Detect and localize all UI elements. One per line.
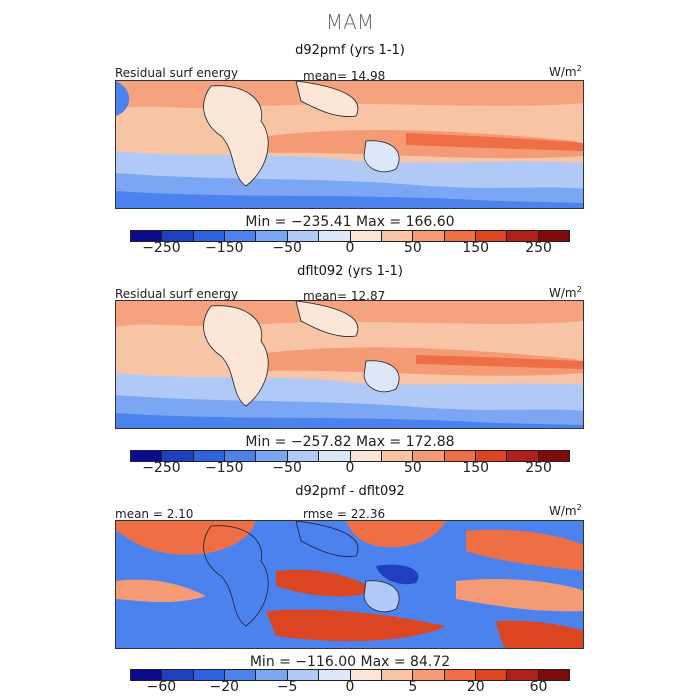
colorbar-swatch bbox=[319, 670, 351, 680]
colorbar-swatch bbox=[193, 451, 226, 461]
colorbar-swatch bbox=[131, 231, 163, 241]
panel-2-title: dflt092 (yrs 1-1) bbox=[297, 264, 403, 279]
colorbar-swatch bbox=[475, 670, 508, 680]
panel-3-minmax: Min = −116.00 Max = 84.72 bbox=[249, 654, 451, 670]
panel-1-colorbar bbox=[130, 230, 570, 242]
colorbar-swatch bbox=[287, 670, 320, 680]
panel-3-title: d92pmf - dflt092 bbox=[295, 484, 405, 499]
colorbar-swatch bbox=[538, 231, 570, 241]
colorbar-swatch bbox=[287, 231, 320, 241]
colorbar-tick-label: −5 bbox=[276, 679, 298, 695]
panel-1-mean: mean= 14.98 bbox=[303, 69, 386, 83]
colorbar-swatch bbox=[507, 231, 539, 241]
colorbar-swatch bbox=[225, 670, 257, 680]
colorbar-swatch bbox=[444, 451, 476, 461]
panel-1-field-label: Residual surf energy bbox=[115, 66, 239, 80]
colorbar-tick-label: −20 bbox=[209, 679, 240, 695]
colorbar-swatch bbox=[475, 451, 508, 461]
colorbar-tick-label: 150 bbox=[462, 240, 490, 256]
colorbar-tick-label: −60 bbox=[146, 679, 177, 695]
colorbar-tick-label: 250 bbox=[525, 460, 552, 476]
colorbar-swatch bbox=[413, 670, 445, 680]
colorbar-swatch bbox=[256, 451, 288, 461]
colorbar-swatch bbox=[225, 451, 257, 461]
panel-3-map bbox=[115, 520, 584, 649]
colorbar-swatch bbox=[381, 670, 414, 680]
panel-3-rmse: rmse = 22.36 bbox=[303, 507, 386, 521]
colorbar-swatch bbox=[350, 670, 382, 680]
colorbar-tick-label: −250 bbox=[142, 460, 181, 476]
colorbar-tick-label: 50 bbox=[403, 240, 422, 256]
colorbar-tick-label: 60 bbox=[529, 679, 548, 695]
colorbar-swatch bbox=[256, 670, 288, 680]
colorbar-tick-label: 20 bbox=[466, 679, 485, 695]
panel-2-map bbox=[115, 300, 584, 429]
colorbar-tick-label: −150 bbox=[205, 460, 244, 476]
colorbar-swatch bbox=[162, 231, 194, 241]
colorbar-swatch bbox=[507, 451, 539, 461]
panel-3-units: W/m2 bbox=[549, 503, 582, 518]
colorbar-swatch bbox=[413, 451, 445, 461]
colorbar-tick-label: 0 bbox=[345, 460, 355, 476]
colorbar-swatch bbox=[538, 451, 570, 461]
colorbar-swatch bbox=[162, 670, 194, 680]
colorbar-swatch bbox=[350, 451, 382, 461]
colorbar-tick-label: −150 bbox=[205, 240, 244, 256]
colorbar-swatch bbox=[319, 231, 351, 241]
panel-1-map-svg bbox=[116, 81, 583, 208]
colorbar-tick-label: −250 bbox=[142, 240, 181, 256]
colorbar-tick-label: 0 bbox=[345, 679, 355, 695]
panel-1-units: W/m2 bbox=[549, 64, 582, 79]
colorbar-swatch bbox=[162, 451, 194, 461]
panel-1-title: d92pmf (yrs 1-1) bbox=[295, 43, 405, 58]
colorbar-swatch bbox=[413, 231, 445, 241]
colorbar-tick-label: 5 bbox=[408, 679, 418, 695]
colorbar-tick-label: 150 bbox=[462, 460, 490, 476]
colorbar-swatch bbox=[131, 451, 163, 461]
colorbar-swatch bbox=[475, 231, 508, 241]
panel-2-minmax: Min = −257.82 Max = 172.88 bbox=[245, 434, 455, 450]
colorbar-swatch bbox=[193, 231, 226, 241]
colorbar-swatch bbox=[444, 231, 476, 241]
colorbar-swatch bbox=[131, 670, 163, 680]
colorbar-swatch bbox=[350, 231, 382, 241]
colorbar-swatch bbox=[538, 670, 570, 680]
panel-2-mean: mean= 12.87 bbox=[303, 289, 386, 303]
season-title: MAM bbox=[325, 10, 375, 34]
colorbar-tick-label: 0 bbox=[345, 240, 355, 256]
panel-2-units: W/m2 bbox=[549, 285, 582, 300]
panel-1-map bbox=[115, 80, 584, 209]
panel-1-minmax: Min = −235.41 Max = 166.60 bbox=[245, 214, 455, 230]
colorbar-tick-label: −50 bbox=[272, 460, 302, 476]
colorbar-swatch bbox=[381, 231, 414, 241]
colorbar-swatch bbox=[507, 670, 539, 680]
panel-3-colorbar bbox=[130, 669, 570, 681]
colorbar-swatch bbox=[287, 451, 320, 461]
colorbar-swatch bbox=[256, 231, 288, 241]
panel-2-map-svg bbox=[116, 301, 583, 428]
colorbar-tick-label: 50 bbox=[403, 460, 422, 476]
colorbar-swatch bbox=[444, 670, 476, 680]
colorbar-swatch bbox=[319, 451, 351, 461]
panel-3-mean: mean = 2.10 bbox=[115, 507, 194, 521]
colorbar-tick-label: 250 bbox=[525, 240, 552, 256]
panel-3-map-svg bbox=[116, 521, 583, 648]
colorbar-swatch bbox=[193, 670, 226, 680]
colorbar-swatch bbox=[225, 231, 257, 241]
panel-2-colorbar bbox=[130, 450, 570, 462]
colorbar-swatch bbox=[381, 451, 414, 461]
colorbar-tick-label: −50 bbox=[272, 240, 302, 256]
panel-2-field-label: Residual surf energy bbox=[115, 287, 239, 301]
